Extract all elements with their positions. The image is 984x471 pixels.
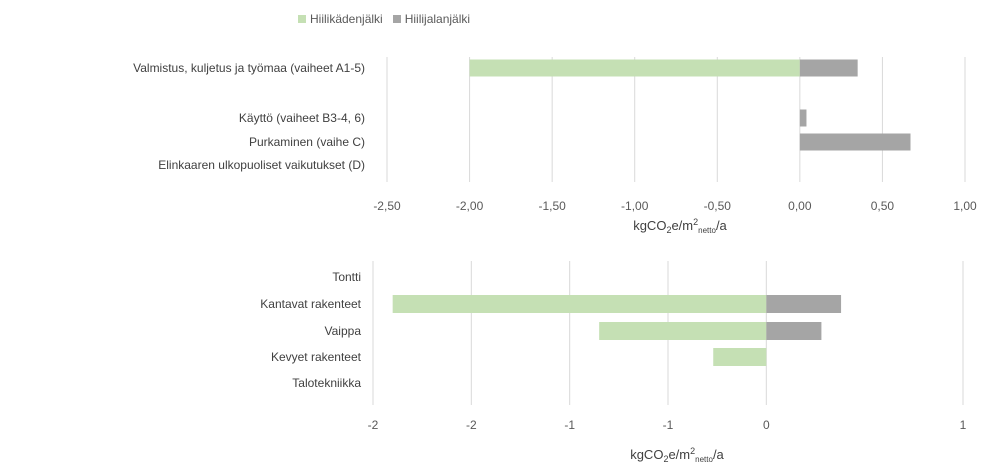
x-tick-label: -1,50 [538,199,566,213]
x-tick-label: -2,00 [456,199,484,213]
chart-legend: Hiilikädenjälki Hiilijalanjälki [298,9,480,29]
x-axis-title-part: /a [713,447,725,462]
x-axis-title-part: e/m [671,218,693,233]
bar-hiilijalanjalki [799,109,807,127]
legend-swatch-green [298,15,306,23]
bar-hiilikadenjalki [599,322,767,340]
bar-hiilikadenjalki [713,348,767,366]
x-axis-title-part: kgCO [630,447,663,462]
x-axis-title-part: netto [695,455,713,464]
bar-hiilijalanjalki [799,59,858,77]
x-tick-label: -1 [663,418,674,432]
category-label: Kevyet rakenteet [271,350,362,364]
x-tick-label: 0,00 [788,199,812,213]
legend-label-hiilijalanjalki: Hiilijalanjälki [404,12,471,26]
x-tick-label: 0 [763,418,770,432]
bar-hiilijalanjalki [766,322,822,340]
x-axis-title: kgCO2e/m2netto/a [630,446,724,464]
legend-item-hiilijalanjalki: Hiilijalanjälki [392,12,471,26]
x-tick-label: -1,00 [621,199,649,213]
x-axis-title-part: netto [698,226,716,235]
x-axis-title-part: 2 [690,446,695,456]
x-axis-title-part: e/m [668,447,690,462]
x-tick-label: -1 [564,418,575,432]
category-label: Elinkaaren ulkopuoliset vaikutukset (D) [158,158,365,172]
x-axis-title: kgCO2e/m2netto/a [633,217,727,235]
legend-swatch-gray [392,15,401,23]
x-tick-label: -2 [466,418,477,432]
category-label: Valmistus, kuljetus ja työmaa (vaiheet A… [133,61,365,75]
bar-hiilijalanjalki [766,295,842,313]
x-tick-label: -0,50 [704,199,732,213]
chart-lifecycle-stages: -2,50 -2,00 -1,50 -1,00 -0,50 0,00 0,50 1,00 Val… [133,57,977,235]
category-label: Talotekniikka [292,376,361,390]
category-label: Purkaminen (vaihe C) [249,135,365,149]
x-tick-label: 1 [960,418,967,432]
x-tick-label: -2,50 [373,199,401,213]
x-axis-title-part: 2 [663,454,668,464]
category-label: Vaippa [325,324,362,338]
chart-building-parts: -2 -2 -1 -1 0 1 Tontti Kantavat rakenteet Vaippa… [260,261,967,464]
category-label: Tontti [332,270,361,284]
category-label: Käyttö (vaiheet B3-4, 6) [239,111,365,125]
x-tick-label: 0,50 [871,199,895,213]
bar-hiilikadenjalki [392,295,767,313]
bar-hiilikadenjalki [469,59,800,77]
x-axis-title-part: 2 [666,225,671,235]
bar-hiilijalanjalki [799,133,911,151]
x-tick-label: 1,00 [953,199,977,213]
legend-item-hiilikadenjalki: Hiilikädenjälki [298,12,383,26]
x-axis-title-part: 2 [693,217,698,227]
x-tick-label: -2 [368,418,379,432]
x-axis-title-part: /a [716,218,728,233]
legend-label-hiilikadenjalki: Hiilikädenjälki [310,12,383,26]
category-label: Kantavat rakenteet [260,297,361,311]
x-axis-title-part: kgCO [633,218,666,233]
